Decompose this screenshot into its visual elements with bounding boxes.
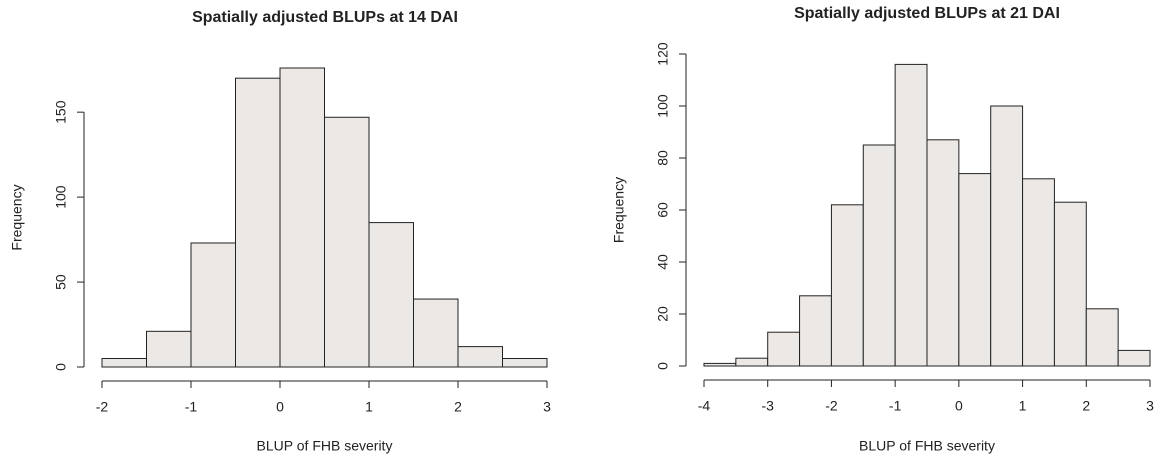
bar [1085, 308, 1119, 367]
bar [1022, 178, 1055, 367]
bar [190, 242, 236, 368]
bar [926, 139, 960, 367]
x-tick-label: -1 [185, 399, 198, 415]
bar [990, 105, 1024, 367]
y-tick-label: 120 [655, 42, 671, 66]
y-tick-label: 150 [53, 100, 69, 124]
x-tick-label: -2 [825, 398, 838, 414]
x-tick-label: 3 [1146, 398, 1154, 414]
y-tick-label: 40 [655, 254, 671, 270]
x-axis-label: BLUP of FHB severity [859, 438, 995, 454]
bar [368, 222, 414, 368]
bar [830, 204, 864, 367]
y-tick-label: 50 [53, 274, 69, 290]
chart-title: Spatially adjusted BLUPs at 21 DAI [794, 5, 1060, 22]
y-tick-label: 100 [53, 185, 69, 209]
y-tick-label: 0 [53, 363, 69, 371]
y-tick-label: 80 [655, 150, 671, 166]
x-tick-label: 2 [454, 399, 462, 415]
x-tick-label: 2 [1082, 398, 1090, 414]
x-tick-label: -2 [96, 399, 109, 415]
y-tick-label: 0 [655, 362, 671, 370]
x-tick-label: 1 [365, 399, 373, 415]
bar [799, 295, 832, 367]
bar [958, 173, 992, 367]
bar [324, 116, 370, 368]
x-tick-label: -4 [698, 398, 711, 414]
bar [703, 362, 737, 367]
bar [1117, 349, 1151, 367]
x-tick-label: 0 [276, 399, 284, 415]
x-tick-label: -3 [761, 398, 774, 414]
bar [413, 298, 459, 368]
y-axis-label: Frequency [9, 184, 25, 250]
bar [146, 330, 192, 368]
x-tick-label: 1 [1019, 398, 1027, 414]
bar [767, 331, 801, 367]
x-axis-label: BLUP of FHB severity [257, 438, 393, 454]
y-tick-label: 100 [655, 94, 671, 118]
bar [502, 358, 548, 368]
bar [101, 358, 147, 368]
bar [735, 357, 769, 367]
y-tick-label: 60 [655, 202, 671, 218]
bar [894, 63, 928, 367]
chart-title: Spatially adjusted BLUPs at 14 DAI [192, 9, 458, 26]
bar [279, 67, 325, 368]
x-tick-label: 3 [543, 399, 551, 415]
x-tick-label: -1 [889, 398, 902, 414]
bar [862, 144, 896, 367]
bar [1053, 201, 1087, 367]
bar [457, 346, 503, 368]
x-tick-label: 0 [955, 398, 963, 414]
bar [235, 77, 281, 368]
y-axis-label: Frequency [611, 177, 627, 243]
y-tick-label: 20 [655, 306, 671, 322]
